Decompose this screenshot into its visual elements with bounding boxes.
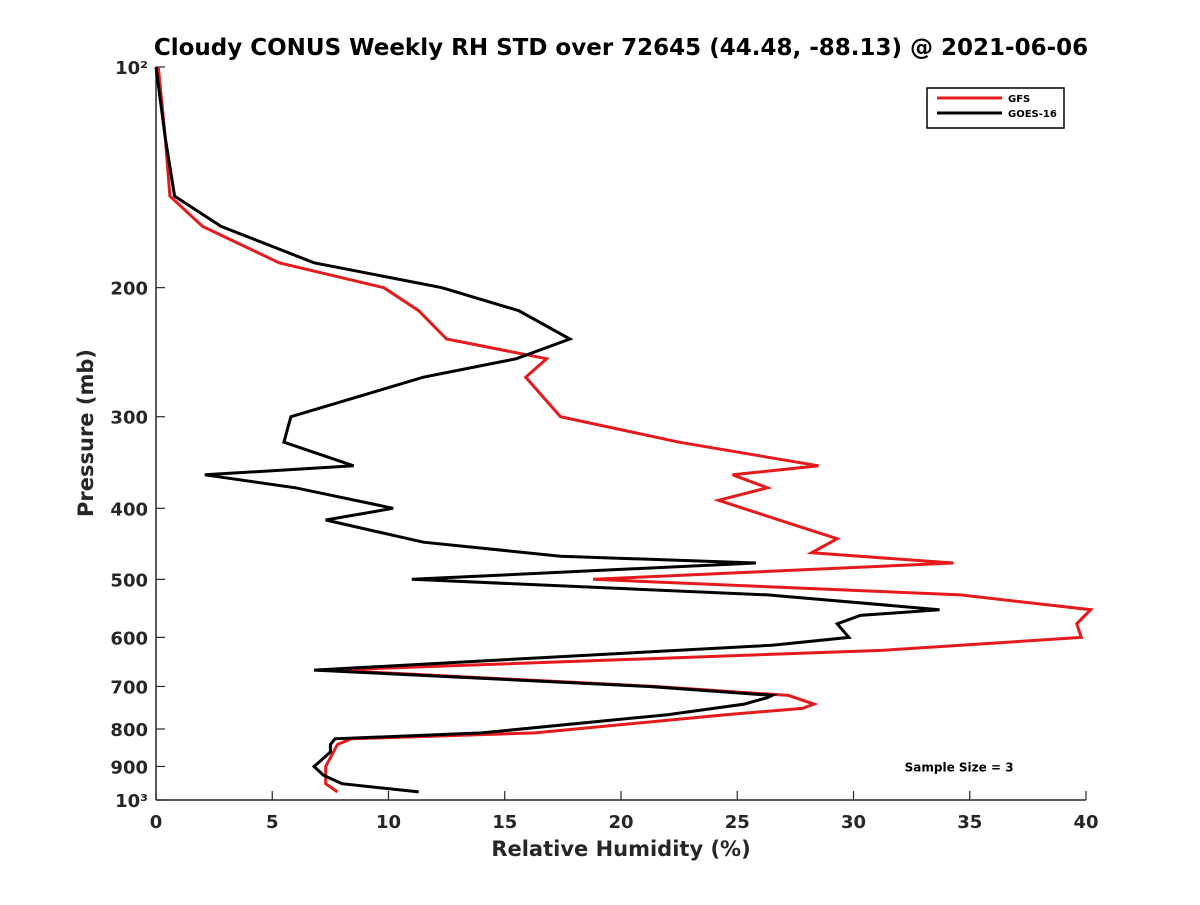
x-tick-label: 20 [608, 812, 633, 833]
legend-label-goes-16: GOES-16 [1008, 109, 1057, 120]
x-tick-label: 25 [725, 812, 750, 833]
x-tick-label: 40 [1073, 812, 1098, 833]
plot-area: 0 5 10 15 20 25 30 35 40 10² 200 300 400 500 600 700 800… [110, 58, 1098, 833]
x-axis-label: Relative Humidity (%) [491, 837, 750, 861]
x-tick-label: 0 [150, 812, 163, 833]
x-tick-label: 30 [841, 812, 866, 833]
x-tick-label: 10 [376, 812, 401, 833]
series-line-gfs [156, 66, 1094, 794]
chart-title: Cloudy CONUS Weekly RH STD over 72645 (4… [154, 35, 1088, 61]
y-tick-label: 900 [110, 757, 148, 778]
series-line-goes-16 [154, 66, 940, 794]
y-tick-label: 800 [110, 720, 148, 741]
x-tick-label: 15 [492, 812, 517, 833]
y-tick-label: 10² [115, 58, 148, 79]
x-tick-label: 5 [266, 812, 279, 833]
legend-box [926, 87, 1065, 129]
y-tick-label: 600 [110, 628, 148, 649]
x-tick-label: 35 [957, 812, 982, 833]
y-tick-label: 10³ [115, 791, 148, 812]
y-axis-label: Pressure (mb) [74, 349, 98, 517]
legend: GFS GOES-16 [926, 87, 1065, 129]
y-tick-label: 300 [110, 408, 148, 429]
y-tick-label: 700 [110, 677, 148, 698]
legend-label-gfs: GFS [1008, 94, 1030, 105]
sample-size-annotation: Sample Size = 3 [905, 760, 1014, 774]
y-tick-label: 400 [110, 499, 148, 520]
y-tick-label: 200 [110, 279, 148, 300]
y-tick-label: 500 [110, 570, 148, 591]
